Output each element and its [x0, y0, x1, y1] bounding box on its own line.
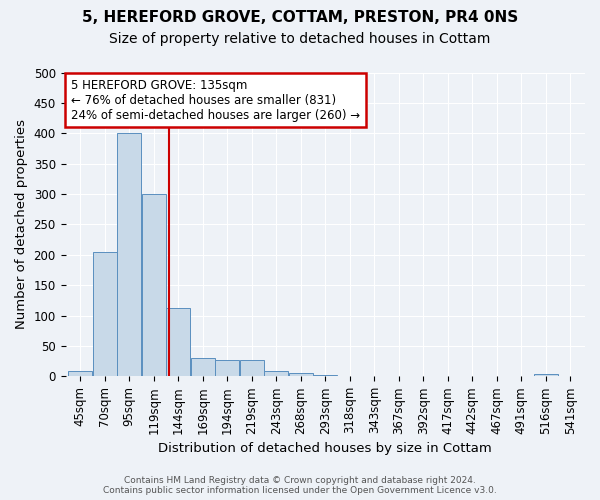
Bar — [289, 374, 313, 376]
X-axis label: Distribution of detached houses by size in Cottam: Distribution of detached houses by size … — [158, 442, 492, 455]
Bar — [191, 358, 215, 376]
Bar — [117, 134, 141, 376]
Text: Size of property relative to detached houses in Cottam: Size of property relative to detached ho… — [109, 32, 491, 46]
Text: 5, HEREFORD GROVE, COTTAM, PRESTON, PR4 0NS: 5, HEREFORD GROVE, COTTAM, PRESTON, PR4 … — [82, 10, 518, 25]
Bar — [264, 372, 288, 376]
Bar — [142, 194, 166, 376]
Bar — [166, 308, 190, 376]
Text: Contains HM Land Registry data © Crown copyright and database right 2024.
Contai: Contains HM Land Registry data © Crown c… — [103, 476, 497, 495]
Y-axis label: Number of detached properties: Number of detached properties — [15, 120, 28, 330]
Bar — [93, 252, 117, 376]
Bar — [215, 360, 239, 376]
Bar — [313, 375, 337, 376]
Text: 5 HEREFORD GROVE: 135sqm
← 76% of detached houses are smaller (831)
24% of semi-: 5 HEREFORD GROVE: 135sqm ← 76% of detach… — [71, 78, 360, 122]
Bar — [534, 374, 558, 376]
Bar — [68, 372, 92, 376]
Bar — [240, 360, 264, 376]
